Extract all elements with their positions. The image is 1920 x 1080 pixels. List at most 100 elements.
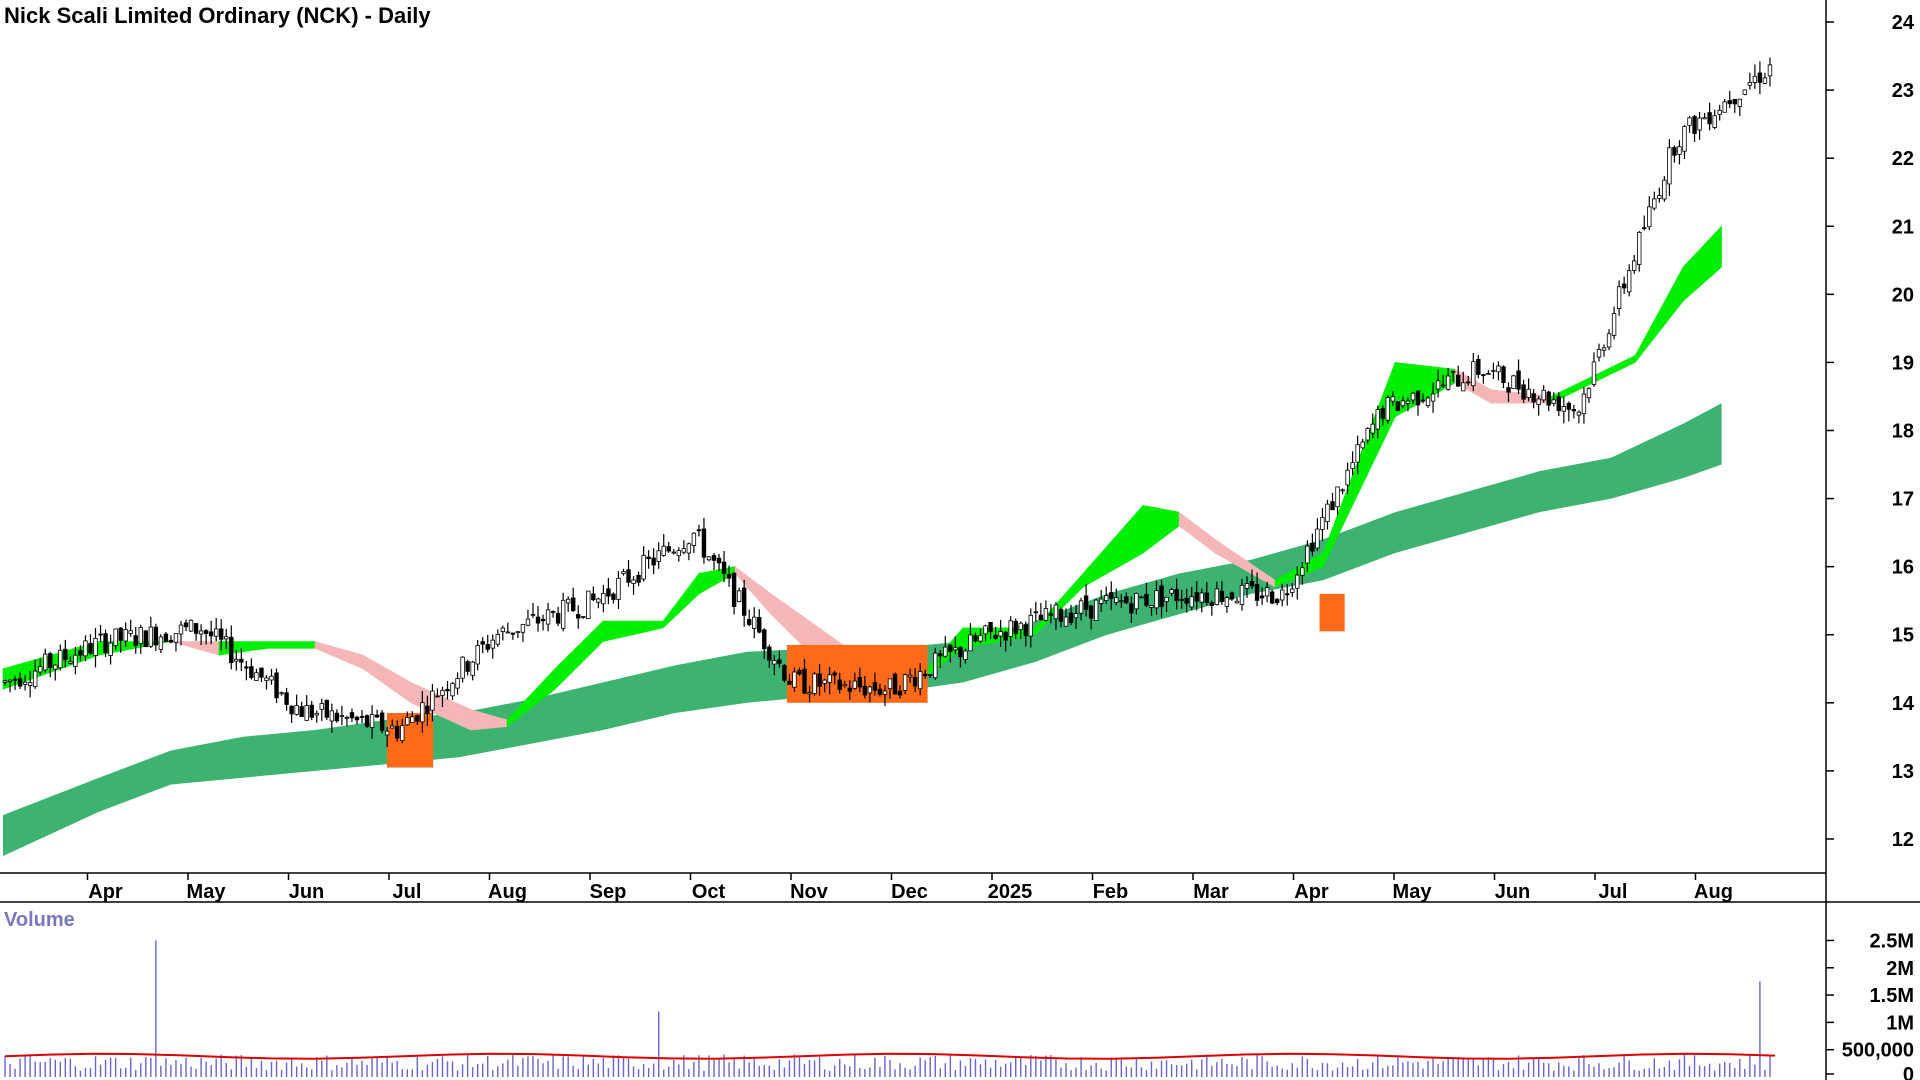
price-tick-label: 13 — [1892, 761, 1914, 783]
candle-body — [852, 680, 858, 689]
candle-body — [752, 616, 757, 629]
candle-body — [219, 628, 224, 640]
candle-body — [1752, 75, 1758, 83]
candle-body — [213, 628, 219, 637]
candle-body — [123, 629, 128, 642]
candle-body — [1410, 392, 1416, 401]
candle-body — [983, 625, 988, 635]
volume-tick-label: 0 — [1903, 1064, 1914, 1080]
candle-body — [1727, 100, 1732, 105]
candle-body — [53, 664, 58, 670]
candle-body — [1083, 595, 1089, 610]
short-band-segment — [1082, 504, 1144, 588]
candle-body — [616, 577, 621, 600]
candle-body — [32, 670, 38, 687]
price-tick-label: 18 — [1892, 420, 1914, 442]
candle-body — [329, 710, 335, 722]
candle-body — [1154, 590, 1159, 609]
candle-body — [1732, 98, 1737, 105]
volume-tick-label: 2M — [1886, 958, 1914, 980]
candle-body — [706, 556, 712, 561]
candle-body — [535, 616, 541, 624]
candle-body — [993, 635, 998, 639]
candle-body — [294, 705, 299, 715]
candle-body — [917, 671, 923, 690]
candle-body — [1124, 596, 1129, 604]
candle-body — [1435, 380, 1441, 390]
candle-body — [1642, 227, 1647, 230]
candle-body — [138, 627, 143, 645]
candle-body — [882, 690, 888, 695]
time-tick-label: Oct — [692, 881, 726, 903]
candle-body — [1546, 391, 1551, 406]
candle-body — [1536, 398, 1541, 405]
candle-body — [299, 706, 304, 717]
candle-body — [108, 642, 113, 656]
candle-body — [666, 546, 671, 552]
candle-body — [772, 660, 777, 665]
price-tick-label: 17 — [1892, 489, 1914, 511]
candle-body — [1239, 585, 1245, 605]
candle-body — [596, 598, 601, 603]
candle-body — [711, 555, 717, 561]
candle-body — [1023, 624, 1028, 637]
candle-body — [576, 614, 581, 619]
time-tick-label: May — [187, 881, 227, 903]
candle-body — [500, 627, 506, 632]
candle-body — [938, 652, 943, 657]
candle-body — [148, 626, 154, 647]
candle-body — [1310, 542, 1315, 552]
candle-body — [520, 624, 526, 633]
candle-body — [198, 630, 204, 635]
candle-body — [530, 613, 536, 616]
candle-body — [1043, 608, 1049, 621]
candle-body — [1280, 589, 1285, 601]
candle-body — [1290, 588, 1295, 593]
candle-body — [1687, 117, 1692, 126]
candle-body — [1420, 399, 1426, 402]
candle-body — [1586, 388, 1592, 399]
price-tick-label: 22 — [1892, 148, 1914, 170]
candle-body — [445, 688, 450, 692]
price-tick-label: 16 — [1892, 557, 1914, 579]
candle-body — [842, 683, 847, 687]
candle-body — [319, 703, 324, 710]
candle-body — [1365, 428, 1370, 441]
candle-body — [465, 661, 470, 672]
candle-body — [1471, 361, 1476, 387]
candle-body — [958, 647, 963, 658]
candle-body — [571, 597, 576, 612]
candle-body — [1385, 397, 1391, 421]
candle-body — [1053, 604, 1059, 620]
candle-body — [1295, 574, 1300, 589]
candle-body — [1345, 469, 1350, 486]
candle-body — [757, 617, 762, 633]
candle-body — [621, 571, 626, 574]
candle-body — [968, 634, 973, 652]
candle-body — [1144, 593, 1149, 606]
candle-body — [1717, 109, 1722, 115]
time-tick-label: Apr — [1294, 881, 1329, 903]
candle-body — [269, 675, 274, 681]
candle-body — [686, 543, 692, 554]
candle-body — [998, 631, 1003, 637]
candle-body — [973, 635, 978, 642]
candle-body — [1204, 592, 1209, 604]
price-tick-label: 20 — [1892, 284, 1914, 306]
candle-body — [1450, 370, 1456, 373]
candle-body — [1657, 195, 1662, 199]
candle-body — [460, 656, 465, 679]
candle-body — [1008, 620, 1013, 637]
short-band-segment — [266, 641, 316, 649]
candle-body — [1078, 600, 1084, 614]
candle-body — [1516, 370, 1521, 390]
candle-body — [1395, 401, 1401, 412]
time-tick-label: Jul — [1599, 881, 1628, 903]
candle-body — [1355, 444, 1360, 463]
volume-panel-label: Volume — [4, 909, 75, 931]
time-x-axis: Apr May Jun Jul Aug Sep Oct Nov Dec 2025 Feb Mar Apr… — [86, 873, 1733, 903]
candle-body — [1541, 389, 1546, 401]
candle-body — [862, 685, 868, 696]
candle-body — [264, 677, 269, 681]
candle-body — [1244, 583, 1250, 589]
